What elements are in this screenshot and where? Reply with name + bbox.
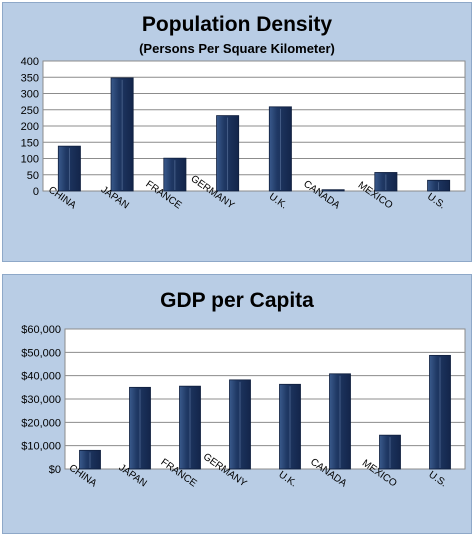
x-category-label: U.S. — [425, 191, 447, 211]
x-category-label: U.K. — [276, 469, 298, 489]
y-tick-label: $30,000 — [21, 394, 61, 406]
y-tick-label: $60,000 — [21, 324, 61, 336]
x-category-label: U.S. — [426, 469, 448, 489]
y-tick-label: 0 — [33, 186, 39, 198]
y-tick-label: 100 — [21, 154, 39, 166]
y-tick-label: $20,000 — [21, 417, 61, 429]
bar-canada — [321, 189, 345, 192]
chart-title: Population Density — [141, 13, 333, 36]
y-tick-label: $10,000 — [21, 441, 61, 453]
y-tick-label: $50,000 — [21, 347, 61, 359]
y-tick-label: $40,000 — [21, 371, 61, 383]
y-tick-label: 400 — [21, 56, 39, 68]
y-tick-label: 350 — [21, 72, 39, 84]
x-category-label: U.K. — [267, 191, 289, 211]
y-tick-label: 200 — [21, 121, 39, 133]
y-tick-label: 250 — [21, 105, 39, 117]
population-density-panel: Population Density (Persons Per Square K… — [2, 2, 472, 262]
gdp-per-capita-panel: GDP per Capita $0 $10,000 $20,000 $30,000 $4… — [2, 274, 472, 534]
y-tick-label: 50 — [27, 170, 39, 182]
chart-title: GDP per Capita — [160, 289, 314, 312]
y-tick-label: $0 — [49, 464, 61, 476]
chart-subtitle: (Persons Per Square Kilometer) — [139, 41, 335, 56]
y-tick-label: 150 — [21, 137, 39, 149]
gdp-per-capita-chart: $0 $10,000 $20,000 $30,000 $40,000 $50,000 $60… — [21, 324, 466, 490]
y-tick-label: 300 — [21, 89, 39, 101]
